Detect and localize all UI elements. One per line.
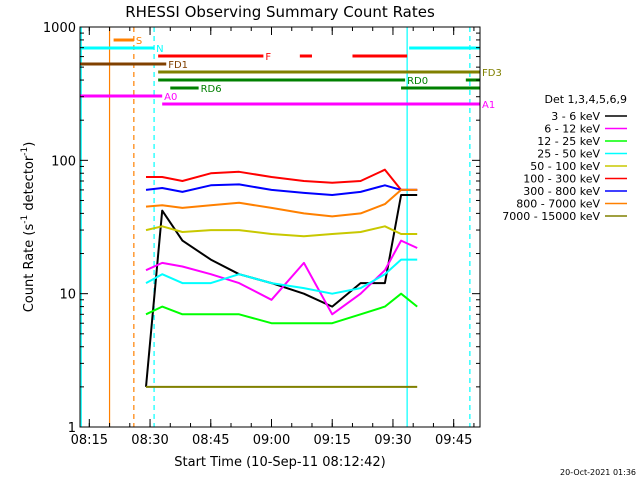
x-tick-label: 08:15 bbox=[71, 433, 108, 448]
legend-label: 12 - 25 keV bbox=[537, 135, 600, 148]
x-tick-label: 09:45 bbox=[435, 433, 472, 448]
series-line bbox=[145, 258, 418, 295]
flag-bars: S N F FD1 FD3 RD0 RD6 A0 A1 bbox=[80, 36, 502, 111]
series-line bbox=[145, 239, 418, 316]
series-line bbox=[146, 168, 418, 191]
x-tick-label: 08:45 bbox=[192, 433, 229, 448]
x-axis-label: Start Time (10-Sep-11 08:12:42) bbox=[174, 455, 385, 470]
x-tick-label: 09:00 bbox=[253, 433, 290, 448]
series-line bbox=[145, 194, 418, 387]
timestamp: 20-Oct-2021 01:36 bbox=[560, 468, 636, 477]
series-line bbox=[145, 292, 418, 325]
flag-bar-label: RD6 bbox=[201, 84, 222, 95]
flag-bar-label: A0 bbox=[164, 92, 177, 103]
y-tick-label: 1000 bbox=[43, 21, 76, 36]
y-axis-label-sup1: -1 bbox=[20, 215, 30, 224]
y-axis-label-end: ) bbox=[22, 142, 37, 147]
x-axis: 08:15 08:30 08:45 09:00 09:15 09:30 09:45 bbox=[71, 27, 475, 448]
series-line bbox=[145, 225, 418, 238]
legend-label: 800 - 7000 keV bbox=[516, 198, 600, 211]
series-line bbox=[145, 183, 418, 196]
flag-bar-label: A1 bbox=[482, 100, 495, 111]
flag-bar-label: FD3 bbox=[482, 68, 502, 79]
vertical-markers bbox=[80, 27, 471, 427]
legend-label: 7000 - 15000 keV bbox=[502, 210, 600, 223]
legend-header: Det 1,3,4,5,6,9 bbox=[544, 93, 627, 106]
x-tick-label: 09:15 bbox=[313, 433, 350, 448]
y-axis-label-mid: detector bbox=[22, 155, 37, 215]
legend-label: 50 - 100 keV bbox=[530, 160, 600, 173]
flag-bar-label: F bbox=[265, 52, 271, 63]
y-axis-label-main: Count Rate (s bbox=[22, 224, 37, 313]
y-tick-label: 1 bbox=[68, 421, 76, 436]
y-axis-label-sup2: -1 bbox=[20, 147, 30, 156]
y-tick-label: 100 bbox=[51, 154, 76, 169]
chart-title: RHESSI Observing Summary Count Rates bbox=[125, 3, 435, 21]
y-tick-label: 10 bbox=[59, 288, 76, 303]
y-axis-label: Count Rate (s-1 detector-1) bbox=[20, 142, 37, 313]
flag-bar-label: RD0 bbox=[407, 76, 428, 87]
flag-bar-label: N bbox=[156, 44, 163, 55]
flag-bar-label: S bbox=[136, 36, 142, 47]
x-tick-label: 08:30 bbox=[131, 433, 168, 448]
legend-label: 25 - 50 keV bbox=[537, 148, 600, 161]
plot-series bbox=[145, 168, 418, 388]
legend-label: 6 - 12 keV bbox=[544, 123, 600, 136]
legend-label: 300 - 800 keV bbox=[523, 185, 600, 198]
y-axis: 1 10 100 1000 bbox=[43, 21, 480, 436]
legend-label: 100 - 300 keV bbox=[523, 173, 600, 186]
x-tick-label: 09:30 bbox=[374, 433, 411, 448]
legend-label: 3 - 6 keV bbox=[551, 110, 600, 123]
plot-frame bbox=[79, 26, 481, 428]
flag-bar-label: FD1 bbox=[168, 60, 188, 71]
series-line bbox=[145, 188, 418, 218]
